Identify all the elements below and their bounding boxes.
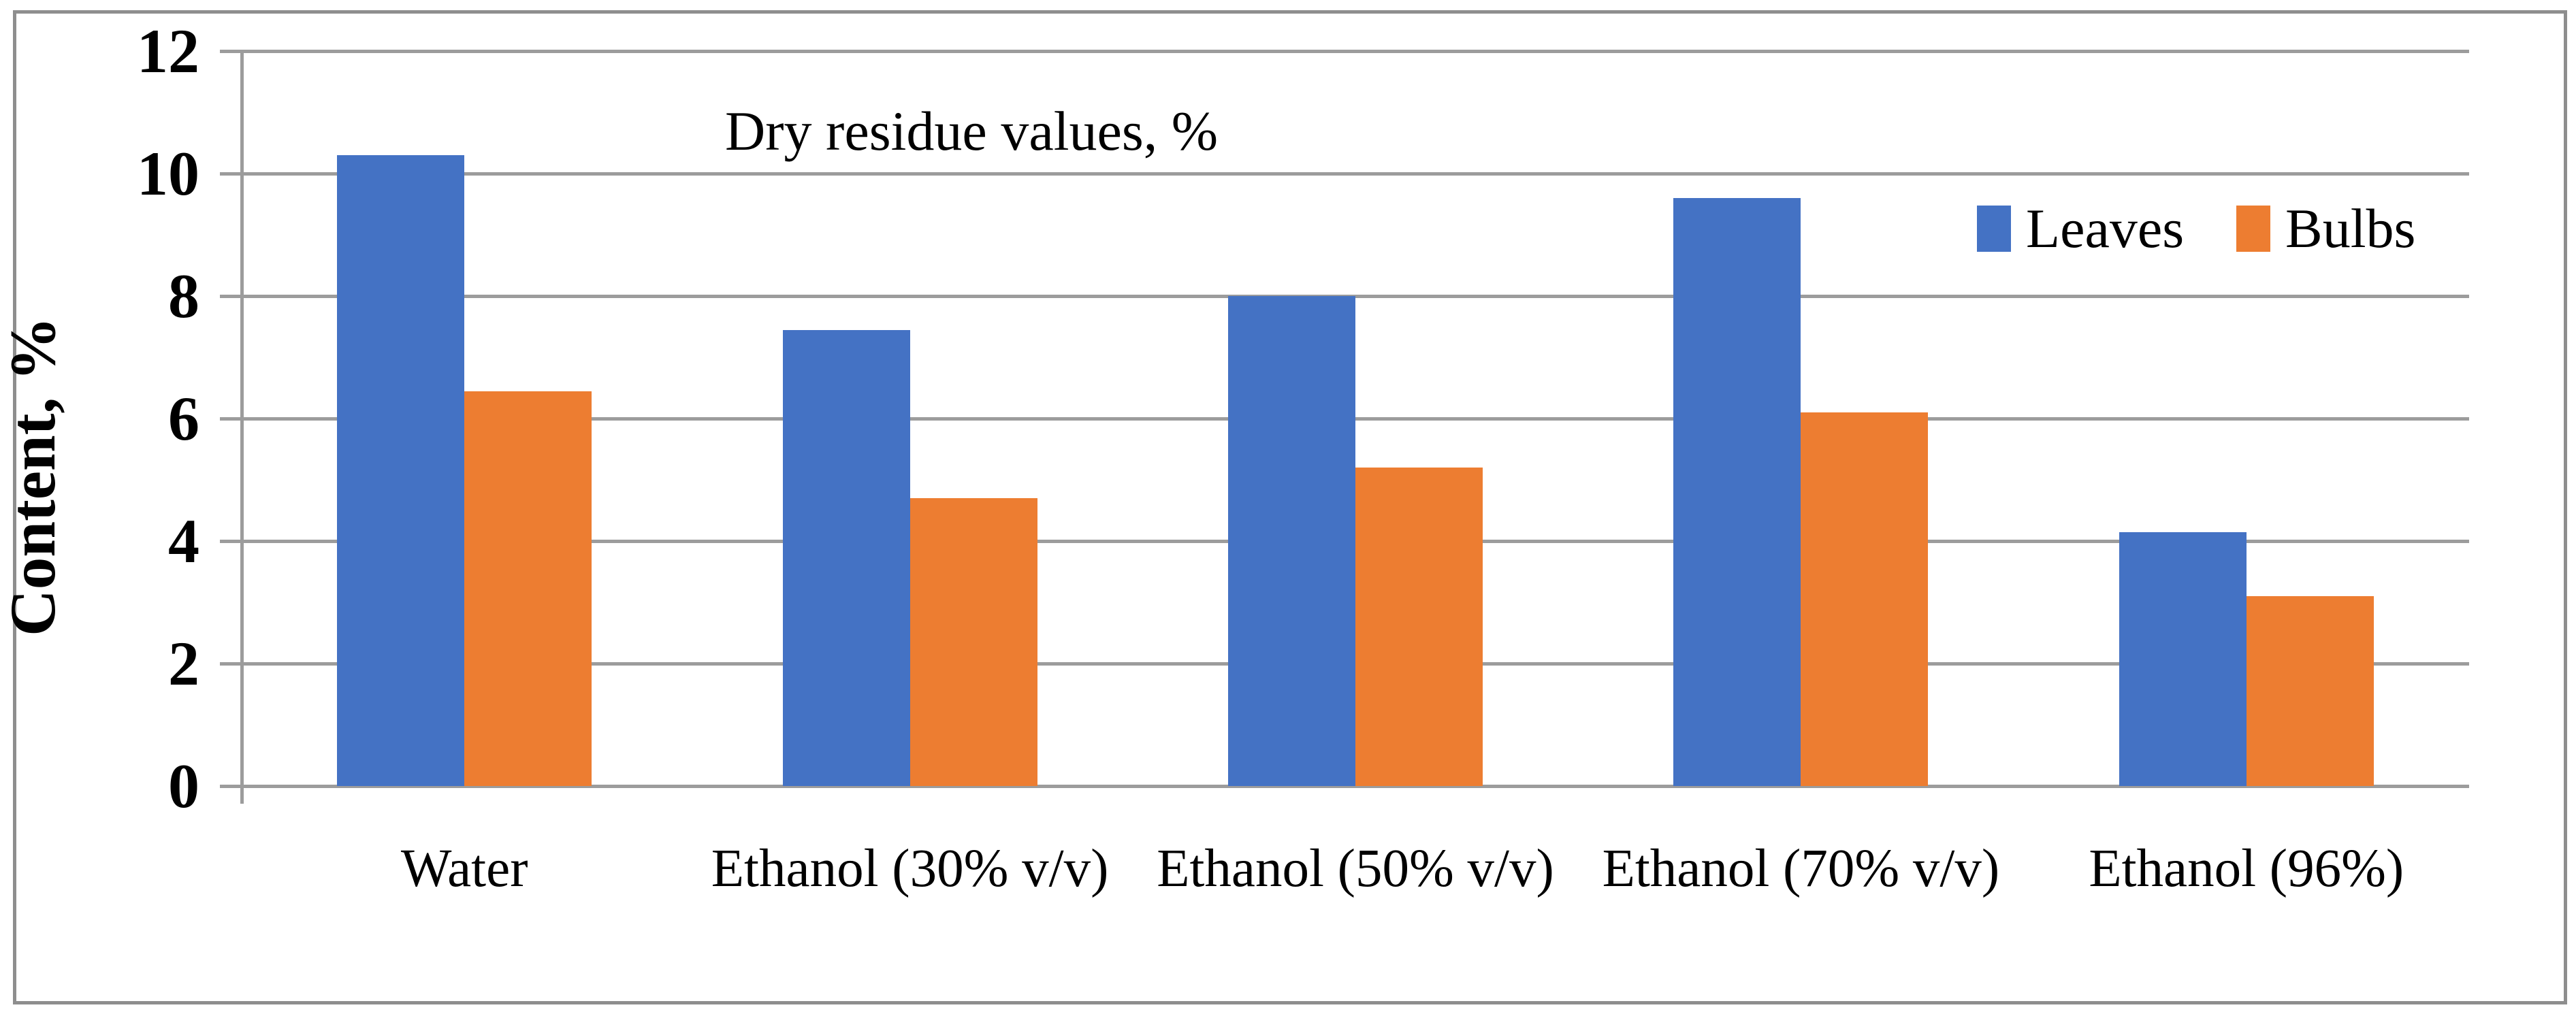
legend-label-bulbs: Bulbs — [2285, 197, 2416, 259]
gridline-y12 — [220, 49, 2469, 53]
bar-bulbs-4 — [1801, 412, 1929, 786]
bar-bulbs-3 — [1355, 468, 1483, 786]
legend-swatch-bulbs — [2236, 206, 2270, 252]
bar-bulbs-1 — [464, 391, 592, 786]
y-axis-title: Content, % — [0, 316, 69, 636]
y-tick-label-0: 0 — [168, 751, 199, 821]
bar-leaves-4 — [1673, 198, 1801, 786]
gridline-y0 — [220, 784, 2469, 788]
x-category-label-2: Ethanol (30% v/v) — [711, 839, 1109, 898]
legend-item-bulbs: Bulbs — [2236, 197, 2416, 259]
y-axis-line — [240, 49, 244, 804]
y-tick-label-6: 6 — [168, 384, 199, 453]
bar-leaves-3 — [1228, 296, 1355, 786]
legend-item-leaves: Leaves — [1977, 197, 2185, 259]
bar-leaves-2 — [782, 329, 910, 786]
x-category-label-5: Ethanol (96%) — [2089, 839, 2404, 898]
bar-bulbs-2 — [909, 498, 1037, 786]
y-tick-label-12: 12 — [137, 16, 199, 86]
gridline-y10 — [220, 171, 2469, 176]
x-category-label-1: Water — [400, 839, 528, 898]
figure-border — [13, 10, 2567, 1004]
x-category-label-3: Ethanol (50% v/v) — [1157, 839, 1554, 898]
y-tick-label-8: 8 — [168, 261, 199, 331]
y-tick-label-2: 2 — [168, 629, 199, 698]
legend-swatch-leaves — [1977, 206, 2011, 252]
bar-bulbs-5 — [2246, 596, 2374, 786]
x-category-label-4: Ethanol (70% v/v) — [1602, 839, 2000, 898]
y-tick-label-4: 4 — [168, 506, 199, 576]
bar-leaves-1 — [337, 155, 465, 786]
y-tick-label-10: 10 — [137, 139, 199, 208]
legend-label-leaves: Leaves — [2026, 197, 2185, 259]
bar-leaves-5 — [2119, 531, 2247, 786]
chart-title: Dry residue values, % — [725, 100, 1219, 162]
